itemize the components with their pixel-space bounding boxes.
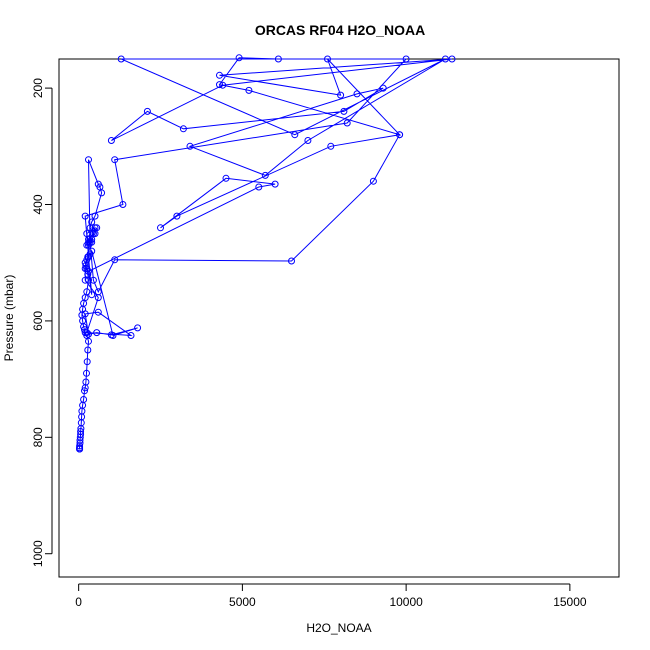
data-point [337,91,345,99]
data-point [117,55,125,63]
data-point [88,218,96,226]
data-point [85,267,92,275]
y-axis: 200 400 600 800 1000 [31,78,53,567]
data-point [93,329,101,337]
data-point [288,257,295,265]
data-point [91,212,99,220]
data-point [88,291,96,299]
data-point [94,288,102,296]
data-point [186,142,194,150]
plot-area [76,54,456,453]
data-point [353,90,361,98]
data-point [340,107,348,115]
data-point [81,212,89,220]
series-line [79,57,453,449]
data-point [119,201,127,208]
x-axis-label: H2O_NOAA [306,621,371,635]
data-point [84,253,92,261]
data-point [402,55,410,63]
y-axis-label: Pressure (mbar) [2,275,16,362]
y-tick-label: 800 [31,427,45,447]
data-point [84,346,92,354]
data-point [173,212,181,220]
data-point [143,107,151,115]
x-tick-label: 10000 [389,595,423,609]
data-point [235,54,243,62]
data-point [369,177,377,185]
y-tick-label: 1000 [31,540,45,567]
data-point [379,84,387,92]
data-point [94,308,102,316]
data-point [216,81,223,89]
data-point [134,324,142,332]
data-point [343,119,351,127]
data-point [245,86,253,94]
data-point [83,369,90,377]
data-point [324,55,331,63]
x-tick-label: 0 [75,595,82,609]
data-point [111,156,119,164]
y-tick-label: 400 [31,194,45,214]
data-point [255,183,263,191]
data-point [216,71,223,79]
data-point [327,142,335,150]
data-point [80,396,88,403]
data-point [81,276,89,284]
data-point [82,378,90,386]
data-point [77,428,85,435]
y-tick-label: 600 [31,311,45,331]
x-tick-label: 15000 [553,595,587,609]
data-point [86,238,94,246]
data-point [83,358,91,366]
data-point [396,131,404,139]
data-point [448,55,456,63]
data-point [261,171,269,179]
data-point [81,310,89,318]
data-point [127,332,135,339]
data-point [274,55,282,63]
data-point [94,180,102,188]
data-point [219,81,227,89]
data-point [107,331,115,339]
data-point [85,156,92,164]
data-point [83,329,91,337]
data-point [222,174,230,182]
data-point [89,230,97,238]
y-tick-label: 200 [31,78,45,98]
data-point [85,330,92,338]
data-point [81,387,88,395]
data-point [179,125,187,133]
data-point [88,247,96,255]
data-point [291,131,299,139]
chart-title: ORCAS RF04 H2O_NOAA [255,22,425,38]
data-point [89,276,97,284]
series-points [76,54,456,453]
data-point [111,256,119,264]
x-tick-label: 5000 [229,595,256,609]
data-point [441,55,449,63]
data-point [107,137,115,144]
data-point [271,180,279,188]
data-point [304,137,312,144]
data-point [157,224,164,232]
x-axis: 0 5000 10000 15000 [75,583,587,609]
